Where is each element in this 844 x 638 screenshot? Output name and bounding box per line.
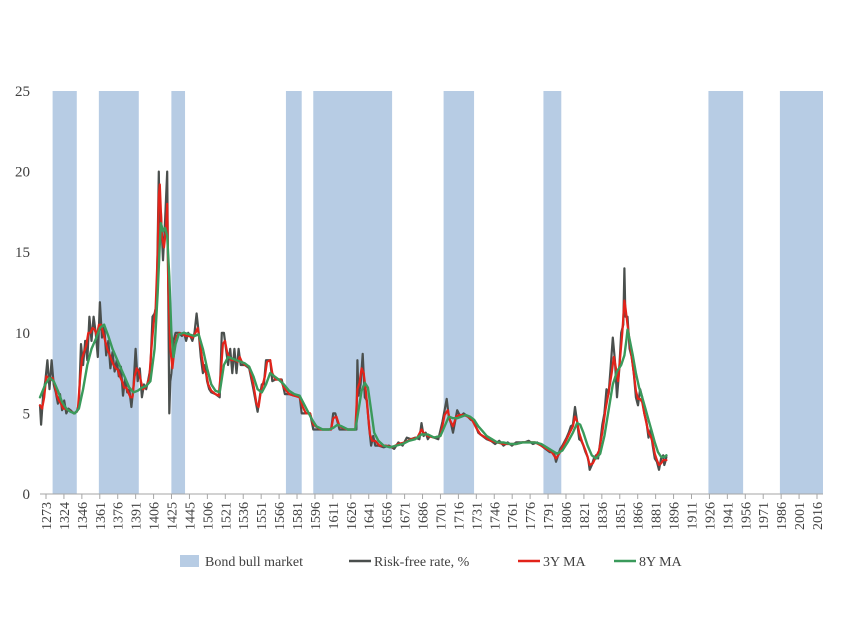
x-tick-label: 1626: [345, 502, 360, 530]
x-tick-label: 1956: [739, 502, 754, 530]
bull-market-band-5: [313, 91, 393, 494]
y-tick-label: 0: [23, 487, 31, 503]
x-tick-label: 1596: [309, 502, 324, 530]
x-tick-label: 1986: [775, 502, 790, 530]
x-tick-label: 2016: [811, 502, 826, 530]
bull-market-band-2: [98, 91, 139, 494]
legend-label-bull-market: Bond bull market: [205, 555, 303, 570]
y-tick-label: 15: [15, 245, 30, 261]
bull-market-band-1: [52, 91, 77, 494]
series-line-3: [38, 222, 668, 460]
x-tick-label: 1941: [721, 502, 736, 530]
x-tick-label: 1971: [757, 502, 772, 530]
bull-market-band-3: [171, 91, 186, 494]
y-tick-label: 25: [15, 84, 30, 100]
x-tick-label: 1361: [94, 502, 109, 530]
x-tick-label: 1406: [148, 502, 163, 530]
x-tick-label: 1926: [703, 502, 718, 530]
y-tick-label: 5: [23, 406, 31, 422]
bull-market-bands: [52, 91, 823, 494]
x-tick-label: 1806: [560, 502, 575, 530]
x-tick-label: 1896: [668, 502, 683, 530]
x-tick-label: 1866: [632, 502, 647, 530]
x-tick-label: 1836: [596, 502, 611, 530]
y-axis-ticks: 0 5 10 15 20 25: [15, 84, 30, 503]
x-tick-label: 1324: [58, 502, 73, 530]
x-tick-label: 1445: [183, 502, 198, 530]
x-tick-label: 1551: [255, 502, 270, 530]
x-tick-label: 1656: [381, 502, 396, 530]
x-tick-label: 1536: [237, 502, 252, 530]
x-tick-label: 1761: [506, 502, 521, 530]
x-tick-label: 1521: [219, 502, 234, 530]
bull-market-band-7: [543, 91, 562, 494]
x-tick-label: 1566: [273, 502, 288, 530]
x-tick-label: 1881: [650, 502, 665, 530]
series-lines: [38, 170, 668, 471]
x-tick-label: 1821: [578, 502, 593, 530]
x-tick-label: 1273: [40, 502, 55, 530]
x-tick-label: 1716: [452, 502, 467, 530]
legend-label-1: Risk-free rate, %: [374, 555, 470, 570]
x-tick-label: 1686: [417, 502, 432, 530]
legend-swatch-bull-market: [180, 555, 199, 567]
x-axis-ticks: 1273 1324 1346 1361 1376 1391 1406 1425 1445 1506…: [40, 494, 826, 530]
x-tick-label: 1851: [614, 502, 629, 530]
y-tick-label: 20: [15, 165, 30, 181]
x-tick-label: 1506: [201, 502, 216, 530]
x-tick-label: 1911: [685, 502, 700, 529]
x-tick-label: 1701: [434, 502, 449, 530]
y-tick-label: 10: [15, 326, 30, 342]
legend-label-2: 3Y MA: [543, 555, 587, 570]
x-tick-label: 1346: [76, 502, 91, 530]
bull-market-band-6: [443, 91, 475, 494]
x-tick-label: 1611: [327, 502, 342, 529]
bull-market-band-8: [708, 91, 744, 494]
x-tick-label: 1776: [524, 502, 539, 530]
x-tick-label: 1641: [363, 502, 378, 530]
legend-label-3: 8Y MA: [639, 555, 683, 570]
x-tick-label: 1425: [166, 502, 181, 530]
bull-market-band-4: [285, 91, 302, 494]
bull-market-band-9: [779, 91, 823, 494]
legend: Bond bull market Risk-free rate, % 3Y MA 8Y…: [180, 555, 683, 570]
x-tick-label: 2001: [793, 502, 808, 530]
x-tick-label: 1376: [112, 502, 127, 530]
x-tick-label: 1671: [399, 502, 414, 530]
x-tick-label: 1791: [542, 502, 557, 530]
x-tick-label: 1391: [130, 502, 145, 530]
x-tick-label: 1746: [488, 502, 503, 530]
x-tick-label: 1581: [291, 502, 306, 530]
x-tick-label: 1731: [470, 502, 485, 530]
